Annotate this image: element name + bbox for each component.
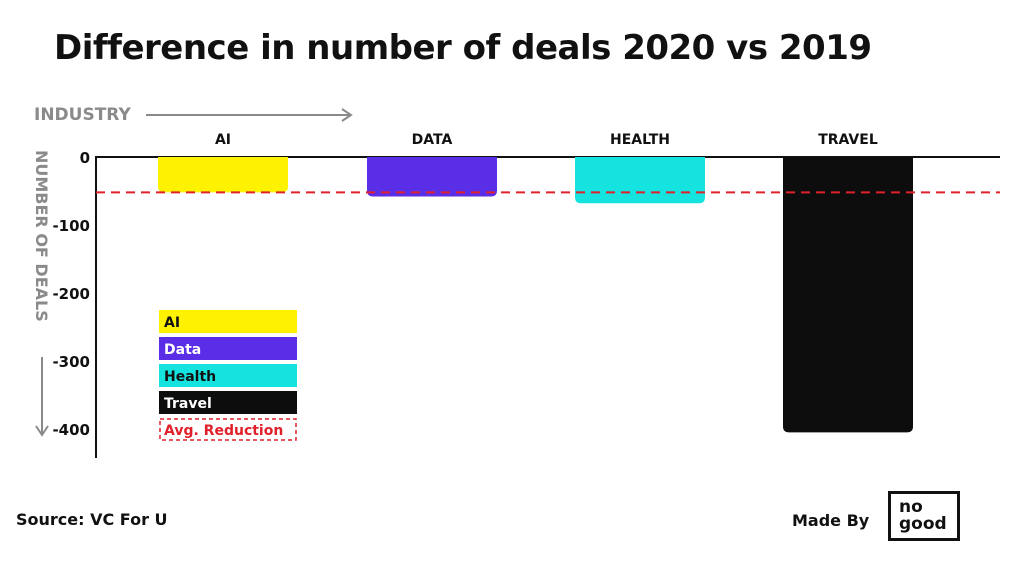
chart-title: Difference in number of deals 2020 vs 20… (54, 28, 872, 68)
legend-label: Travel (164, 396, 212, 412)
y-axis-arrow-head (35, 425, 49, 437)
legend-swatch-ai (159, 310, 297, 333)
bar-travel (783, 157, 913, 433)
legend-label: Data (164, 342, 201, 358)
y-tick-label: 0 (80, 149, 90, 167)
bar-health (575, 157, 705, 204)
logo-line-2: good (899, 514, 947, 534)
bar-ai (158, 157, 288, 193)
x-axis-arrow-head (341, 108, 353, 122)
y-axis-title: NUMBER OF DEALS (32, 150, 51, 322)
legend-label: AI (164, 315, 180, 331)
made-by-label: Made By (792, 511, 870, 530)
legend-swatch-travel (159, 391, 297, 414)
legend-swatch-avg-reduction (159, 418, 297, 441)
legend-label: Avg. Reduction (164, 423, 283, 439)
y-tick-label: -200 (52, 285, 90, 303)
legend-swatch-data (159, 337, 297, 360)
x-tick-label-data: DATA (412, 132, 453, 148)
legend-swatch-health (159, 364, 297, 387)
legend-label: Health (164, 369, 216, 385)
y-tick-label: -400 (52, 421, 90, 439)
legend: AI Data Health Travel Avg. Reduction (159, 310, 297, 441)
labels: 0 -100 -200 -300 -400 AI DATA HEALTH TRAVEL INDUS… (32, 105, 878, 439)
source-note: Source: VC For U (16, 510, 168, 529)
bar-data (367, 157, 497, 197)
x-tick-label-health: HEALTH (610, 132, 670, 148)
logo-line-1: no (899, 497, 923, 517)
y-tick-label: -300 (52, 353, 90, 371)
x-tick-label-ai: AI (215, 132, 231, 148)
nogood-logo: no good (888, 491, 960, 541)
x-axis-title: INDUSTRY (34, 105, 131, 125)
y-tick-label: -100 (52, 217, 90, 235)
x-tick-label-travel: TRAVEL (818, 132, 878, 148)
